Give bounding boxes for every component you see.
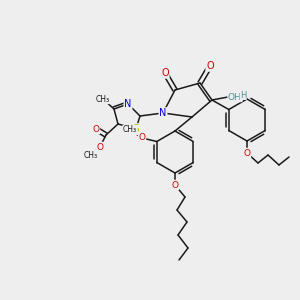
Text: O: O (244, 148, 250, 158)
Text: S: S (133, 124, 139, 134)
Text: O: O (161, 68, 169, 78)
Text: O: O (139, 134, 145, 142)
Text: H: H (240, 91, 246, 100)
Text: O: O (92, 124, 100, 134)
Text: OH: OH (228, 92, 242, 101)
Text: CH₃: CH₃ (96, 94, 110, 103)
Text: N: N (159, 108, 167, 118)
Text: N: N (124, 99, 132, 109)
Text: O: O (172, 181, 178, 190)
Text: CH₃: CH₃ (123, 125, 137, 134)
Text: CH₃: CH₃ (84, 151, 98, 160)
Text: O: O (206, 61, 214, 71)
Text: O: O (97, 142, 104, 152)
